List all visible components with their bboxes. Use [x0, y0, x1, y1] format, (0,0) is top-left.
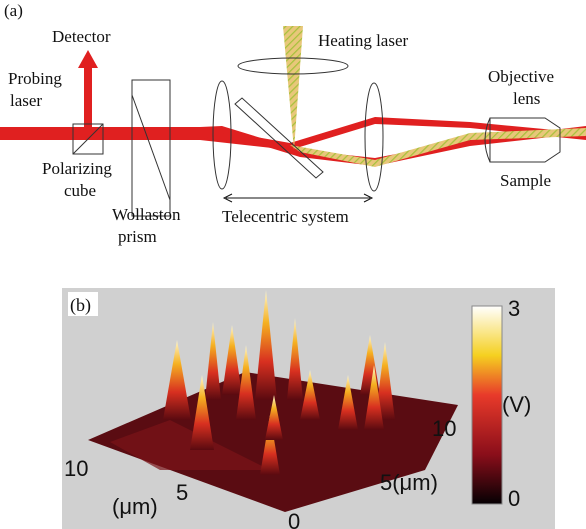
label: Telecentric system	[222, 207, 349, 226]
label: Heating laser	[318, 31, 408, 50]
heating-beam	[290, 128, 586, 167]
panel-a: (a) Detector Heating laser Probing laser…	[0, 1, 586, 246]
axis-tick-label: 5	[176, 480, 188, 505]
prism-diagonal	[131, 94, 171, 201]
axis-tick-label: 10	[64, 456, 88, 481]
lens	[364, 82, 384, 192]
colorbar-label: (V)	[502, 392, 531, 417]
label: laser	[10, 91, 42, 110]
cube-diagonal	[72, 123, 104, 155]
label: Polarizing	[42, 159, 112, 178]
heating-beam	[283, 26, 303, 150]
label: Probing	[8, 69, 62, 88]
colorbar-label: 0	[508, 486, 520, 511]
label: Detector	[52, 27, 111, 46]
label: lens	[513, 89, 540, 108]
peaks	[163, 290, 395, 475]
wollaston-prism	[131, 79, 171, 217]
bracket	[222, 193, 233, 203]
bracket	[363, 193, 374, 203]
label: Sample	[500, 171, 551, 190]
panel-b: (b) 3 (V) 0 10 5 0 (μm) 5(μm) 10	[62, 288, 555, 529]
colorbar	[471, 305, 503, 505]
panel-label: (b)	[70, 295, 91, 316]
label: cube	[64, 181, 96, 200]
panel-label: (a)	[4, 1, 23, 20]
label-box	[68, 292, 98, 316]
objective	[484, 117, 561, 163]
detector-beam	[78, 50, 98, 128]
surface	[110, 420, 270, 470]
beam-splitter	[234, 97, 324, 179]
axis-tick-label: 5(μm)	[380, 470, 438, 495]
axis-tick-label: 10	[432, 416, 456, 441]
label: prism	[118, 227, 157, 246]
axis-unit: (μm)	[112, 494, 158, 519]
lens	[237, 57, 349, 75]
probe-beam	[0, 117, 586, 150]
lens	[212, 80, 232, 190]
axis-tick-label: 0	[288, 509, 300, 529]
label: Objective	[488, 67, 554, 86]
colorbar-label: 3	[508, 296, 520, 321]
label: Wollaston	[112, 205, 181, 224]
polarizing-cube	[72, 123, 104, 155]
